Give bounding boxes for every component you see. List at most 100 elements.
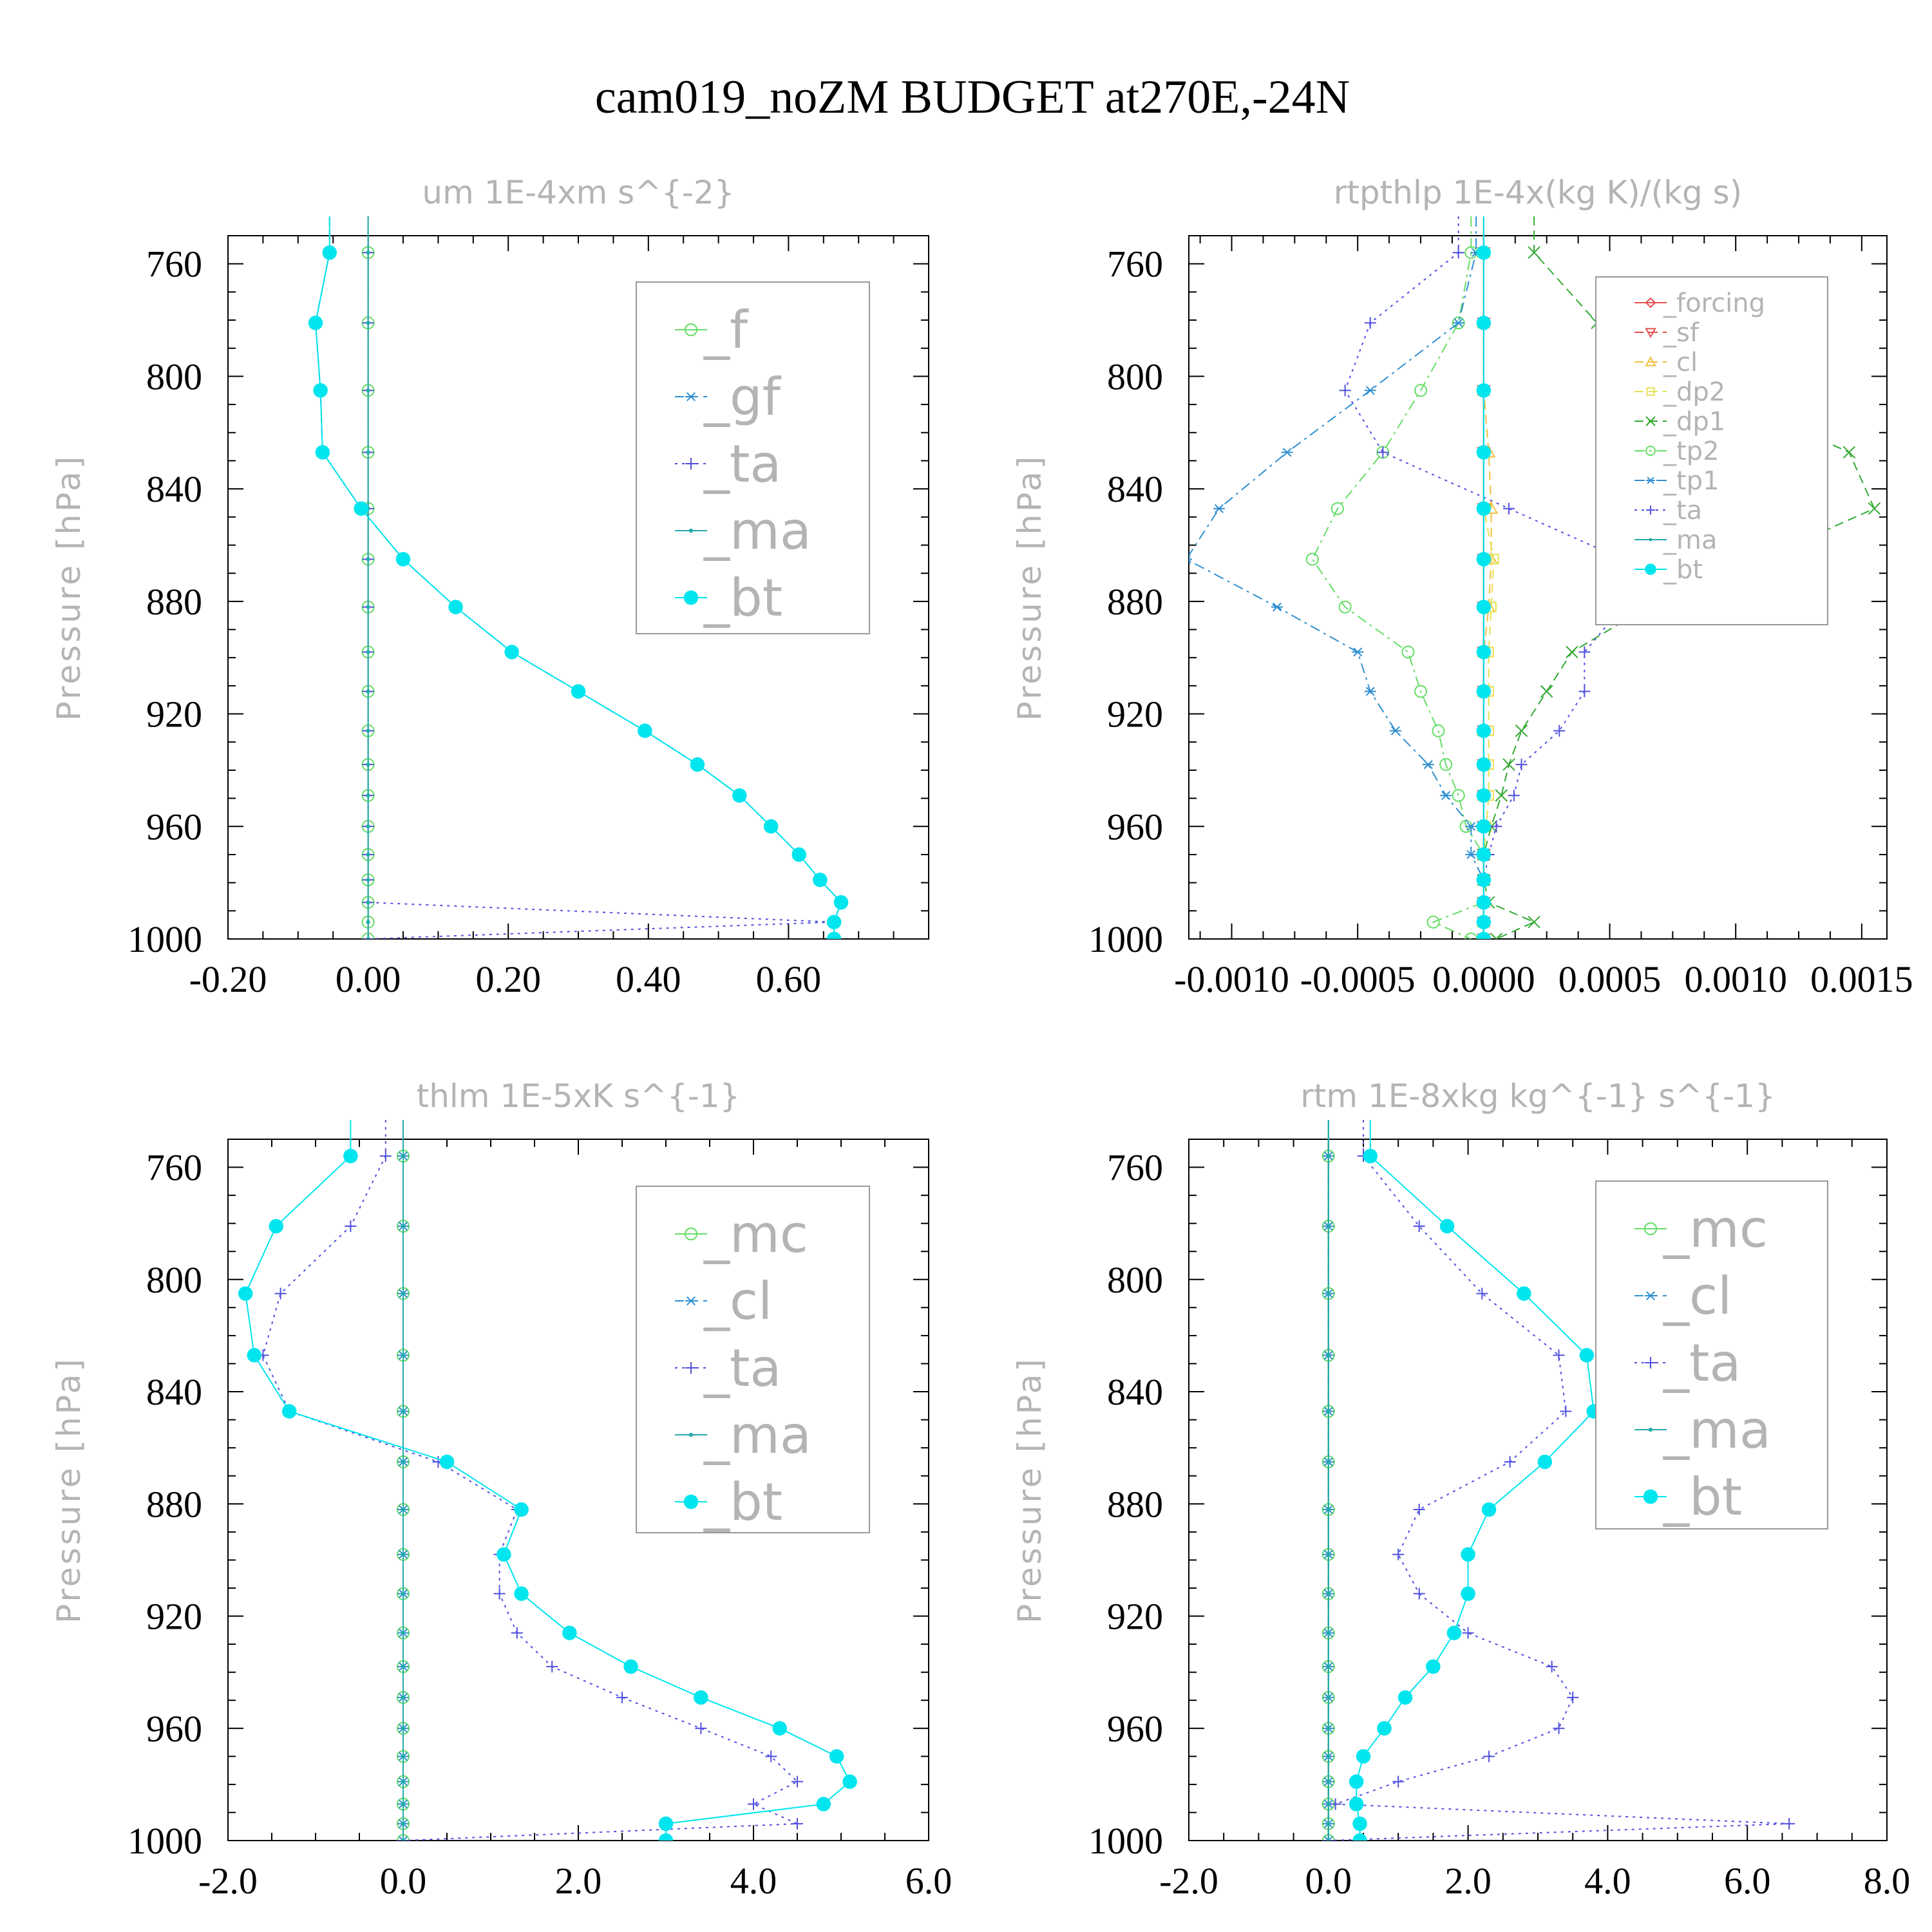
legend-marker bbox=[1645, 297, 1656, 308]
data-point bbox=[395, 552, 411, 567]
x-tick-label: 2.0 bbox=[555, 1860, 602, 1902]
data-point bbox=[439, 1454, 455, 1470]
data-point bbox=[497, 1547, 511, 1562]
y-tick-label: 920 bbox=[1107, 694, 1163, 735]
data-point bbox=[1213, 504, 1225, 513]
data-point bbox=[1517, 1286, 1531, 1301]
legend-label: _dp2 bbox=[1663, 377, 1725, 407]
legend-item: _ma bbox=[675, 501, 811, 561]
data-point bbox=[397, 1835, 409, 1841]
plot-area bbox=[1321, 1120, 1795, 1841]
data-point bbox=[366, 762, 370, 767]
legend-marker bbox=[688, 528, 694, 533]
legend-label: _ma bbox=[1663, 1400, 1771, 1460]
panel-3: thlm 1E-5xK s^{-1} Pressure [hPa] 760 800 84… bbox=[50, 1077, 952, 1902]
series-line bbox=[1189, 216, 1484, 939]
data-point bbox=[366, 728, 370, 733]
y-tick-label: 800 bbox=[1107, 355, 1163, 397]
legend-label: _sf bbox=[1663, 318, 1700, 348]
data-point bbox=[1465, 849, 1477, 859]
data-point bbox=[833, 895, 849, 910]
y-tick-label: 840 bbox=[1107, 468, 1163, 510]
panel-title: rtpthlp 1E-4x(kg K)/(kg s) bbox=[1334, 174, 1742, 211]
y-tick-label: 800 bbox=[146, 1259, 202, 1301]
data-point bbox=[1432, 724, 1445, 737]
data-point bbox=[322, 245, 337, 260]
legend-label: _cl bbox=[703, 1271, 772, 1331]
data-point bbox=[695, 1722, 707, 1734]
panel-4: rtm 1E-8xkg kg^{-1} s^{-1} Pressure [hPa]… bbox=[1011, 1077, 1910, 1902]
legend-item: _gf bbox=[675, 367, 782, 427]
data-point bbox=[1476, 445, 1492, 460]
data-point bbox=[1364, 317, 1376, 329]
data-point bbox=[1364, 687, 1376, 696]
legend-label: _cl bbox=[1663, 1266, 1732, 1326]
legend-item: _mc bbox=[675, 1204, 808, 1264]
data-point bbox=[1579, 1348, 1595, 1363]
y-tick-label: 800 bbox=[146, 355, 202, 397]
data-point bbox=[1546, 1660, 1558, 1672]
data-point bbox=[1515, 724, 1528, 737]
data-point bbox=[448, 600, 463, 614]
data-point bbox=[1476, 873, 1492, 887]
data-point bbox=[1326, 1153, 1331, 1159]
data-point bbox=[1553, 1349, 1565, 1361]
legend-label: _forcing bbox=[1663, 289, 1765, 318]
legend-label: _bt bbox=[703, 1472, 782, 1532]
legend-item: _mc bbox=[1634, 1199, 1768, 1259]
data-point bbox=[1326, 1821, 1331, 1826]
data-point bbox=[1364, 386, 1376, 395]
legend-label: _mc bbox=[1663, 1199, 1768, 1259]
series-bt bbox=[1349, 1120, 1601, 1841]
data-point bbox=[366, 793, 370, 798]
data-point bbox=[1392, 1776, 1405, 1788]
data-point bbox=[401, 1459, 406, 1464]
legend-label: _bt bbox=[703, 568, 782, 628]
data-point bbox=[1422, 760, 1434, 770]
data-point bbox=[1413, 1503, 1425, 1515]
data-point bbox=[1439, 758, 1453, 772]
legend-label: _ta bbox=[703, 434, 781, 494]
data-point bbox=[1452, 247, 1464, 259]
legend-item: _dp1 bbox=[1634, 407, 1725, 437]
data-point bbox=[1326, 1409, 1331, 1414]
data-point bbox=[1352, 1816, 1367, 1832]
data-point bbox=[1363, 1148, 1378, 1164]
y-axis-label: Pressure [hPa] bbox=[1011, 454, 1048, 721]
data-point bbox=[401, 1695, 406, 1700]
data-point bbox=[1389, 726, 1401, 735]
data-point bbox=[1476, 931, 1492, 939]
data-point bbox=[1504, 1455, 1516, 1468]
legend-label: _ma bbox=[703, 501, 811, 561]
legend-marker bbox=[1644, 1222, 1657, 1235]
data-point bbox=[1305, 553, 1319, 566]
series-line bbox=[1311, 216, 1484, 939]
y-tick-label: 880 bbox=[1107, 1483, 1163, 1525]
data-point bbox=[791, 1817, 803, 1830]
data-point bbox=[401, 1754, 406, 1759]
data-point bbox=[366, 605, 370, 609]
legend-marker bbox=[685, 458, 697, 469]
data-point bbox=[1377, 1721, 1392, 1736]
data-point bbox=[1461, 1586, 1475, 1601]
plot-frame bbox=[1188, 235, 1888, 940]
data-point bbox=[813, 873, 828, 887]
data-point bbox=[842, 1774, 857, 1789]
legend-item: _bt bbox=[675, 1472, 782, 1532]
data-point bbox=[238, 1286, 253, 1301]
legend-marker bbox=[1649, 538, 1653, 542]
plot-area bbox=[238, 1120, 857, 1841]
data-point bbox=[1326, 1631, 1331, 1635]
data-point bbox=[1414, 685, 1428, 698]
data-point bbox=[694, 1690, 708, 1705]
data-point bbox=[1476, 757, 1492, 772]
legend-label: _tp1 bbox=[1663, 466, 1719, 496]
data-point bbox=[748, 1798, 759, 1810]
data-point bbox=[1476, 684, 1492, 699]
legend-marker bbox=[1646, 477, 1655, 484]
x-tick-label: -2.0 bbox=[198, 1860, 258, 1902]
data-point bbox=[1553, 1722, 1565, 1734]
y-tick-label: 760 bbox=[1107, 243, 1163, 285]
legend-item: _tp2 bbox=[1634, 437, 1719, 466]
